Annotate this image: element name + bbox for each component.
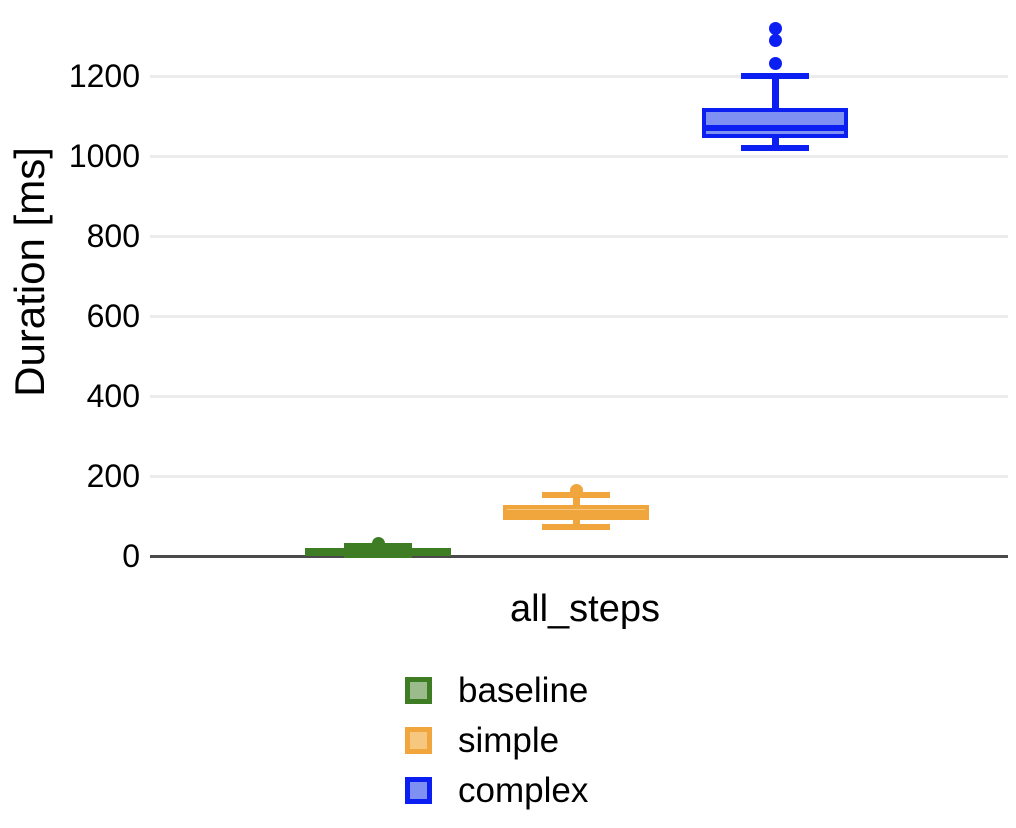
legend-item-complex: complex [405,773,588,808]
gridline-1200 [150,74,1008,78]
median-simple [503,510,649,517]
median-baseline [305,547,451,554]
legend-swatch-baseline-icon [405,677,432,704]
outlier-dot-complex [768,56,782,70]
plot-area [150,0,1008,560]
gridline-400 [150,394,1008,398]
y-tick-label: 0 [122,538,140,574]
gridline-800 [150,234,1008,238]
legend-item-baseline: baseline [405,673,588,708]
legend: baseline simple complex [405,673,588,827]
y-tick-label: 1000 [68,138,140,174]
whisker-cap-low-simple [542,524,610,531]
y-tick-label: 600 [86,298,140,334]
outlier-dot-simple [569,484,583,498]
x-axis-label: all_steps [510,588,660,630]
median-complex [702,125,848,131]
legend-label-baseline: baseline [458,671,589,710]
y-tick-label: 800 [86,218,140,254]
outlier-dot-baseline [371,537,385,551]
legend-label-complex: complex [458,771,589,810]
whisker-cap-high-complex [741,73,809,79]
gridline-600 [150,314,1008,318]
box-complex [702,108,848,138]
gridline-1000 [150,154,1008,158]
y-axis-title: Duration [ms] [6,147,53,397]
y-tick-label: 1200 [68,58,140,94]
gridline-200 [150,474,1008,478]
x-axis-line [150,555,1008,558]
outlier-dot-complex [768,22,782,36]
legend-label-simple: simple [458,721,560,760]
y-tick-label: 400 [86,378,140,414]
whisker-cap-low-complex [741,145,809,151]
legend-swatch-simple-icon [405,727,432,754]
legend-item-simple: simple [405,723,588,758]
y-tick-label: 200 [86,458,140,494]
outlier-dot-complex [768,33,782,47]
legend-swatch-complex-icon [405,777,432,804]
